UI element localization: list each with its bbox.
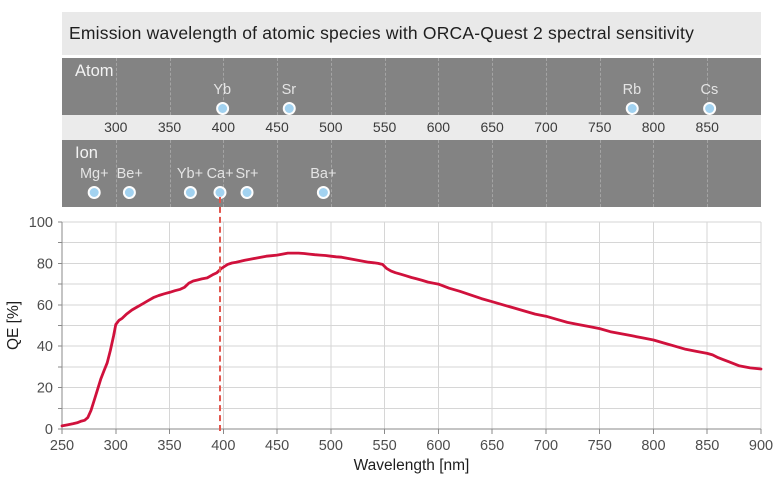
x-tick-label: 750 (588, 438, 612, 454)
x-tick-label: 700 (534, 438, 558, 454)
scale-tick-label: 350 (157, 119, 182, 135)
title-strip: Emission wavelength of atomic species wi… (62, 12, 761, 55)
x-axis-title: Wavelength [nm] (354, 457, 470, 474)
band-gridline (115, 58, 117, 115)
x-tick-label: 550 (373, 438, 397, 454)
species-label: Yb+ (176, 166, 204, 183)
x-tick-label: 600 (426, 438, 450, 454)
atom-band-label: Atom (75, 62, 114, 80)
band-gridline (653, 58, 655, 115)
species-dot-icon (316, 186, 330, 199)
species-label: Mg+ (79, 166, 109, 183)
scale-tick-label: 600 (426, 119, 451, 135)
species-marker: Yb+ (176, 166, 204, 199)
band-gridline (277, 58, 279, 115)
x-tick-label: 250 (50, 438, 74, 454)
species-marker: Sr+ (235, 166, 259, 199)
x-tick-label: 400 (211, 438, 235, 454)
species-dot-icon (87, 186, 101, 199)
band-gridline (277, 140, 279, 207)
band-gridline (330, 58, 332, 115)
band-gridline (223, 140, 225, 207)
qe-curve (60, 251, 763, 428)
species-dot-icon (215, 102, 229, 115)
band-gridline (330, 140, 332, 207)
band-gridline (169, 58, 171, 115)
ion-band-label: Ion (75, 144, 98, 162)
species-label: Ba+ (310, 166, 337, 183)
band-gridline (438, 140, 440, 207)
band-gridline (599, 58, 601, 115)
scale-tick-label: 800 (641, 119, 666, 135)
wavelength-scale-strip: 300 350 400 450 500 550 600 650 700 750 800 850 (62, 115, 761, 140)
highlight-wavelength-line (219, 197, 222, 431)
band-gridline (492, 140, 494, 207)
species-marker: Yb (213, 82, 232, 115)
species-marker: Ba+ (310, 166, 337, 199)
species-marker: Rb (622, 82, 642, 115)
y-axis-title: QE [%] (5, 301, 22, 350)
band-gridline (707, 140, 709, 207)
species-label: Rb (622, 82, 642, 99)
species-marker: Cs (700, 82, 719, 115)
atom-band: Atom Yb Sr Rb Cs (62, 58, 761, 115)
species-label: Be+ (116, 166, 143, 183)
scale-tick-label: 750 (588, 119, 612, 135)
species-label: Sr+ (235, 166, 259, 183)
scale-tick-label: 500 (319, 119, 343, 135)
species-dot-icon (183, 186, 197, 199)
x-tick-label: 800 (641, 438, 665, 454)
x-tick-label: 350 (157, 438, 181, 454)
species-marker: Ca+ (206, 166, 234, 199)
species-label: Ca+ (206, 166, 234, 183)
band-gridline (653, 140, 655, 207)
y-tick-label: 0 (45, 422, 53, 438)
y-tick-label: 40 (37, 339, 53, 355)
scale-tick-label: 550 (372, 119, 397, 135)
band-gridline (545, 140, 547, 207)
species-dot-icon (702, 102, 716, 115)
y-tick-label: 60 (37, 298, 53, 314)
scale-tick-label: 300 (104, 119, 128, 135)
chart-title: Emission wavelength of atomic species wi… (69, 23, 695, 43)
band-gridline (492, 58, 494, 115)
species-label: Sr (281, 82, 297, 99)
band-gridline (599, 140, 601, 207)
species-dot-icon (625, 102, 639, 115)
x-tick-label: 500 (319, 438, 343, 454)
band-gridline (438, 58, 440, 115)
x-tick-label: 650 (480, 438, 504, 454)
scale-tick-label: 400 (211, 119, 235, 135)
x-tick-label: 850 (695, 438, 719, 454)
scale-tick-label: 650 (480, 119, 504, 135)
band-gridline (545, 58, 547, 115)
band-gridline (115, 140, 117, 207)
species-label: Cs (700, 82, 719, 99)
scale-tick-label: 450 (265, 119, 289, 135)
ion-band: Ion Mg+ Be+ Yb+ Ca+ Sr+ Ba+ (62, 140, 761, 207)
x-tick-label: 300 (104, 438, 128, 454)
y-tick-label: 100 (29, 215, 53, 231)
x-tick-label: 900 (749, 438, 773, 454)
x-tick-label: 450 (265, 438, 289, 454)
y-tick-label: 80 (37, 256, 53, 272)
scale-tick-label: 850 (695, 119, 719, 135)
scale-tick-label: 700 (534, 119, 558, 135)
species-marker: Be+ (116, 166, 143, 199)
species-dot-icon (240, 186, 254, 199)
band-gridline (169, 140, 171, 207)
species-dot-icon (282, 102, 296, 115)
qe-chart: 0 20 40 60 80 100 250 300 350 400 450 500 550 600 650 7… (5, 215, 773, 474)
species-marker: Mg+ (79, 166, 109, 199)
band-gridline (384, 58, 386, 115)
species-marker: Sr (281, 82, 297, 115)
species-label: Yb (213, 82, 232, 99)
species-dot-icon (123, 186, 137, 199)
band-gridline (223, 58, 225, 115)
y-tick-label: 20 (37, 381, 53, 397)
band-gridline (384, 140, 386, 207)
band-gridline (707, 58, 709, 115)
